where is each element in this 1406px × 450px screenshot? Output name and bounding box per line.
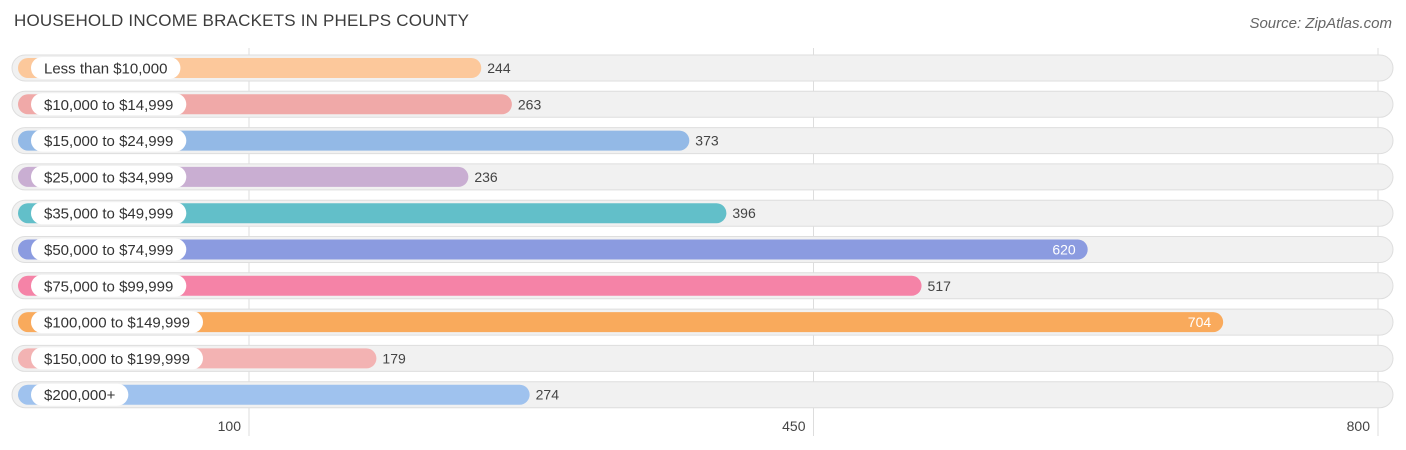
category-label: $10,000 to $14,999 bbox=[44, 97, 173, 114]
category-label: Less than $10,000 bbox=[44, 61, 167, 78]
value-label: 517 bbox=[928, 278, 952, 294]
bar bbox=[18, 384, 530, 405]
bar-row: $15,000 to $24,999 373 bbox=[11, 127, 1394, 155]
category-label: $50,000 to $74,999 bbox=[44, 242, 173, 259]
category-label: $150,000 to $199,999 bbox=[44, 351, 190, 368]
category-label: $100,000 to $149,999 bbox=[44, 315, 190, 332]
x-tick-label: 450 bbox=[782, 418, 806, 434]
bar bbox=[18, 130, 690, 151]
bar-row: Less than $10,000 244 bbox=[11, 54, 1394, 82]
bar bbox=[18, 203, 727, 224]
value-label: 373 bbox=[695, 133, 719, 149]
category-label-bg bbox=[31, 383, 129, 406]
chart-source: Source: ZipAtlas.com bbox=[1249, 15, 1392, 32]
value-label: 244 bbox=[487, 60, 511, 76]
value-label: 704 bbox=[1188, 314, 1212, 330]
category-label-bg bbox=[31, 238, 187, 261]
value-label: 263 bbox=[518, 96, 542, 112]
bar bbox=[18, 312, 1224, 333]
category-label: $35,000 to $49,999 bbox=[44, 206, 173, 223]
bar-row: $25,000 to $34,999 236 bbox=[11, 163, 1394, 191]
category-label-bg bbox=[31, 93, 187, 116]
category-label: $75,000 to $99,999 bbox=[44, 278, 173, 295]
category-label-bg bbox=[31, 311, 203, 334]
category-label-bg bbox=[31, 57, 181, 79]
category-label: $25,000 to $34,999 bbox=[44, 169, 173, 186]
bar bbox=[18, 275, 922, 296]
bar-row: $100,000 to $149,999 704 bbox=[11, 308, 1394, 336]
category-label-bg bbox=[31, 274, 187, 297]
bar-row: $50,000 to $74,999 620 bbox=[11, 236, 1394, 263]
x-tick-label: 100 bbox=[218, 418, 242, 434]
category-label-bg bbox=[31, 165, 187, 188]
bar-row: $200,000+ 274 bbox=[11, 381, 1394, 409]
category-label-bg bbox=[31, 347, 203, 370]
value-label: 236 bbox=[474, 169, 498, 185]
chart-title: HOUSEHOLD INCOME BRACKETS IN PHELPS COUN… bbox=[14, 11, 470, 30]
category-label-bg bbox=[31, 129, 187, 152]
category-label: $15,000 to $24,999 bbox=[44, 133, 173, 150]
bar-row: $10,000 to $14,999 263 bbox=[11, 90, 1394, 118]
value-label: 274 bbox=[536, 387, 560, 403]
bar bbox=[18, 239, 1088, 260]
value-label: 396 bbox=[732, 205, 756, 221]
value-label: 620 bbox=[1052, 242, 1076, 258]
value-label: 179 bbox=[382, 350, 406, 366]
category-label-bg bbox=[31, 202, 187, 225]
x-tick-label: 800 bbox=[1347, 418, 1371, 434]
bar-row: $75,000 to $99,999 517 bbox=[11, 272, 1394, 300]
bar-row: $150,000 to $199,999 179 bbox=[11, 344, 1394, 372]
bar-row: $35,000 to $49,999 396 bbox=[11, 199, 1394, 227]
category-label: $200,000+ bbox=[44, 387, 116, 404]
